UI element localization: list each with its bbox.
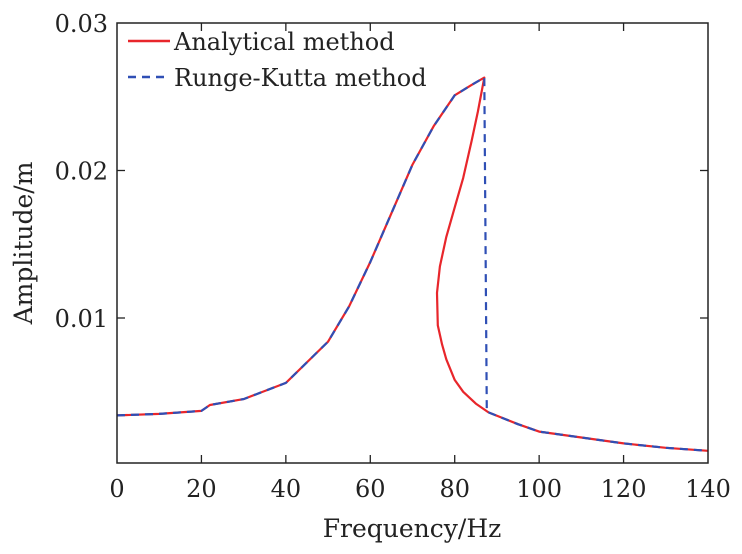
- legend-label-runge-kutta: Runge-Kutta method: [174, 64, 427, 92]
- x-tick-label: 120: [601, 475, 647, 503]
- legend: Analytical method Runge-Kutta method: [128, 28, 427, 92]
- x-tick-label: 100: [516, 475, 562, 503]
- x-tick-label: 20: [186, 475, 217, 503]
- x-tick-label: 60: [355, 475, 386, 503]
- legend-label-analytical: Analytical method: [173, 28, 395, 56]
- y-axis-label: Amplitude/m: [9, 161, 38, 325]
- x-tick-label: 140: [685, 475, 731, 503]
- x-tick-label: 80: [439, 475, 470, 503]
- x-tick-label: 40: [271, 475, 302, 503]
- series-line-analytical: [116, 76, 709, 452]
- series-line-runge-kutta: [116, 76, 709, 452]
- plot-frame: [116, 22, 709, 464]
- y-tick-label: 0.01: [55, 305, 108, 333]
- x-tick-label: 0: [109, 475, 124, 503]
- axis-ticks: 0 20 40 60 80 100 120 140 0.01 0.02 0.03: [55, 10, 731, 503]
- y-tick-label: 0.02: [55, 158, 108, 186]
- plot-curves: [116, 76, 709, 452]
- x-axis-label: Frequency/Hz: [323, 514, 502, 543]
- y-tick-label: 0.03: [55, 10, 108, 38]
